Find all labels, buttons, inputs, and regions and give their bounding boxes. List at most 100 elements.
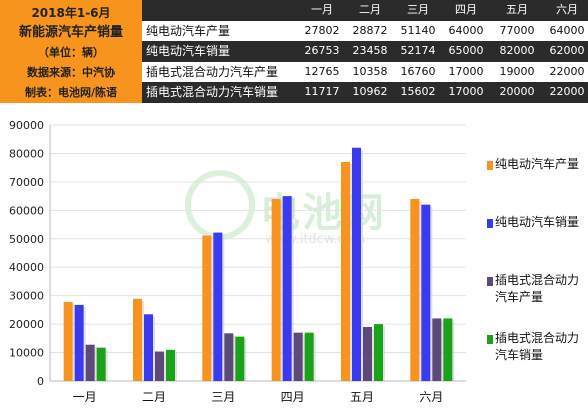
legend-swatch bbox=[487, 219, 493, 228]
bar-shadow bbox=[233, 335, 236, 381]
x-tick-label: 二月 bbox=[142, 390, 166, 404]
bar bbox=[410, 198, 420, 381]
bar-shadow bbox=[302, 334, 305, 381]
bar-shadow bbox=[153, 316, 155, 381]
bar bbox=[213, 232, 223, 381]
bar-shadow bbox=[430, 206, 433, 381]
x-tick-label: 四月 bbox=[281, 390, 305, 404]
legend-swatch bbox=[487, 335, 493, 344]
bar-shadow bbox=[372, 328, 374, 381]
bar-shadow bbox=[280, 200, 283, 381]
y-axis: 0 10000 20000 30000 40000 50000 60000 70000 8000… bbox=[9, 119, 44, 388]
bar-shadow bbox=[142, 300, 144, 381]
y-tick-label: 50000 bbox=[9, 233, 44, 246]
bar bbox=[144, 314, 153, 381]
column-header: 二月 bbox=[359, 3, 381, 16]
table-cell: 16760 bbox=[400, 64, 436, 78]
x-tick-label: 一月 bbox=[73, 390, 97, 404]
y-tick-label: 0 bbox=[37, 375, 44, 388]
table-cell: 23458 bbox=[352, 44, 388, 58]
y-tick-label: 30000 bbox=[9, 290, 44, 303]
x-tick-label: 五月 bbox=[350, 390, 374, 404]
bar bbox=[352, 147, 361, 381]
table-cell: 52174 bbox=[400, 44, 436, 58]
bar bbox=[271, 198, 281, 381]
title-main: 新能源汽车产销量 bbox=[18, 25, 123, 40]
legend-label: 纯电动汽车销量 bbox=[495, 215, 580, 229]
table-cell: 12765 bbox=[304, 64, 340, 78]
table-cell: 26753 bbox=[304, 44, 340, 58]
column-header: 一月 bbox=[311, 3, 333, 16]
bar bbox=[363, 326, 372, 381]
y-tick-label: 40000 bbox=[9, 261, 44, 274]
column-header: 五月 bbox=[506, 3, 528, 16]
table-header-row: 一月 二月 三月 四月 五月 六月 bbox=[142, 0, 588, 21]
bar-shadow bbox=[383, 326, 385, 381]
bar-shadow bbox=[291, 198, 294, 381]
bar-shadow bbox=[175, 351, 177, 381]
column-header: 三月 bbox=[407, 3, 429, 16]
legend-label: 纯电动汽车产量 bbox=[495, 157, 580, 171]
table-cell: 64000 bbox=[448, 23, 484, 37]
bar bbox=[443, 318, 453, 381]
legend-label: 插电式混合动力汽车产量 bbox=[495, 273, 580, 304]
bar bbox=[293, 332, 303, 381]
x-tick-label: 六月 bbox=[419, 390, 443, 404]
y-tick-label: 70000 bbox=[9, 176, 44, 189]
table-cell: 51140 bbox=[400, 23, 436, 37]
bar bbox=[224, 333, 234, 381]
table-row: 纯电动汽车产量 27802 28872 51140 64000 77000 64… bbox=[142, 20, 588, 42]
bar-shadow bbox=[105, 349, 108, 381]
bar bbox=[63, 301, 73, 381]
table-cell: 17000 bbox=[448, 64, 484, 78]
bars bbox=[63, 147, 455, 381]
table-row: 插电式混合动力汽车销量 11717 10962 15602 17000 2000… bbox=[142, 82, 588, 103]
bar bbox=[96, 347, 106, 381]
legend-swatch bbox=[487, 277, 493, 286]
table-cell: 10962 bbox=[352, 85, 388, 99]
table-cell: 11717 bbox=[304, 85, 340, 99]
table-cell: 22000 bbox=[549, 85, 585, 99]
table-cell: 77000 bbox=[499, 23, 535, 37]
bar bbox=[155, 351, 164, 381]
title-period: 2018年1-6月 bbox=[31, 6, 111, 20]
table-cell: 15602 bbox=[400, 85, 436, 99]
y-tick-label: 80000 bbox=[9, 147, 44, 160]
bar-shadow bbox=[222, 234, 225, 381]
column-header: 六月 bbox=[556, 3, 578, 16]
row-label: 纯电动汽车销量 bbox=[146, 44, 231, 59]
row-label: 纯电动汽车产量 bbox=[146, 23, 231, 38]
title-unit: （单位：辆） bbox=[38, 46, 104, 59]
data-table-header: 2018年1-6月 新能源汽车产销量 （单位：辆） 数据来源：中汽协 制表：电池… bbox=[0, 0, 588, 103]
table-cell: 82000 bbox=[499, 44, 535, 58]
bar-shadow bbox=[211, 237, 214, 381]
y-tick-label: 20000 bbox=[9, 318, 44, 331]
bar-shadow bbox=[313, 334, 316, 381]
bar-chart: 0 10000 20000 30000 40000 50000 60000 70000 8000… bbox=[9, 119, 466, 404]
x-axis: 一月 二月 三月 四月 五月 六月 bbox=[73, 390, 444, 404]
bar-shadow bbox=[72, 303, 75, 381]
table-cell: 62000 bbox=[549, 44, 585, 58]
x-tick-label: 三月 bbox=[211, 390, 235, 404]
row-label: 插电式混合动力汽车产量 bbox=[146, 64, 279, 79]
row-label: 插电式混合动力汽车销量 bbox=[146, 85, 279, 100]
bar bbox=[202, 235, 212, 381]
table-row: 纯电动汽车销量 26753 23458 52174 65000 82000 62… bbox=[142, 41, 588, 62]
title-panel: 2018年1-6月 新能源汽车产销量 （单位：辆） 数据来源：中汽协 制表：电池… bbox=[0, 0, 142, 103]
bar bbox=[74, 304, 84, 381]
bar bbox=[85, 344, 95, 381]
table-cell: 22000 bbox=[549, 64, 585, 78]
y-tick-label: 10000 bbox=[9, 347, 44, 360]
y-tick-label: 90000 bbox=[9, 119, 44, 132]
table-row: 插电式混合动力汽车产量 12765 10358 16760 17000 1900… bbox=[142, 61, 588, 83]
table-cell: 19000 bbox=[499, 64, 535, 78]
bar-shadow bbox=[350, 163, 352, 381]
bar-shadow bbox=[441, 320, 444, 381]
bar bbox=[235, 336, 245, 381]
table-author: 制表：电池网/陈语 bbox=[24, 86, 118, 99]
bar bbox=[133, 298, 142, 381]
bar bbox=[421, 204, 431, 381]
table-cell: 64000 bbox=[549, 23, 585, 37]
values-table: 一月 二月 三月 四月 五月 六月 纯电动汽车产量 27802 28872 51… bbox=[142, 0, 588, 103]
